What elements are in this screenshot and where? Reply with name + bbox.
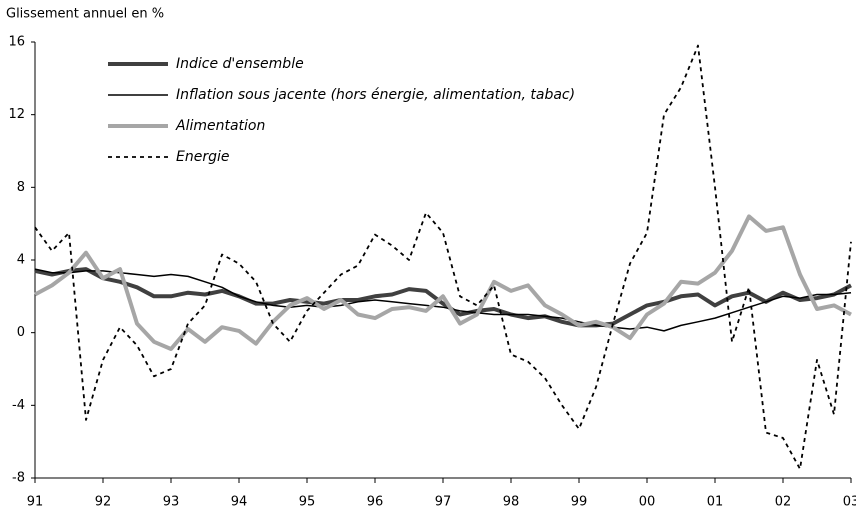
y-tick-label: -4 [12, 398, 25, 413]
y-tick-label: 4 [17, 253, 25, 268]
y-tick-label: -8 [12, 471, 25, 486]
series-line [34, 214, 852, 351]
x-tick-label: 93 [163, 495, 180, 510]
legend-label: Inflation sous jacente (hors énergie, al… [176, 87, 575, 103]
x-tick-label: 00 [639, 495, 656, 510]
x-tick-label: 97 [435, 495, 452, 510]
legend-label: Indice d'ensemble [176, 56, 304, 72]
x-tick-label: 92 [95, 495, 112, 510]
y-axis-label: Glissement annuel en % [6, 7, 164, 22]
x-tick-label: 03 [843, 495, 856, 510]
y-tick-label: 12 [8, 107, 25, 122]
x-tick-label: 96 [367, 495, 384, 510]
series-line [34, 267, 852, 328]
x-tick-label: 94 [231, 495, 248, 510]
x-tick-label: 02 [775, 495, 792, 510]
legend-label: Alimentation [175, 118, 265, 134]
x-tick-label: 01 [707, 495, 724, 510]
y-tick-label: 8 [17, 180, 25, 195]
y-tick-label: 16 [8, 35, 25, 50]
x-tick-label: 95 [299, 495, 316, 510]
series-line [34, 268, 852, 332]
x-tick-label: 99 [571, 495, 588, 510]
legend-label: Energie [176, 149, 229, 165]
x-tick-label: 91 [27, 495, 44, 510]
series-line [34, 44, 852, 470]
y-tick-label: 0 [17, 325, 25, 340]
x-tick-label: 98 [503, 495, 520, 510]
